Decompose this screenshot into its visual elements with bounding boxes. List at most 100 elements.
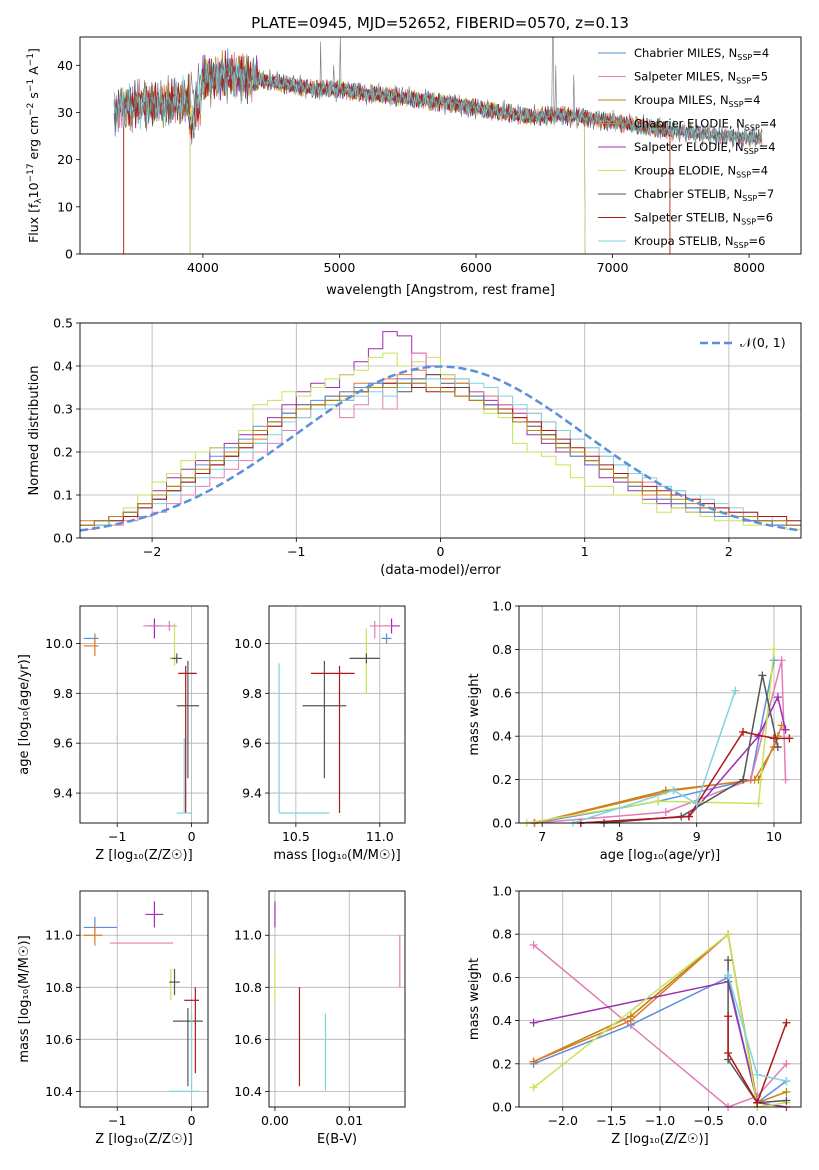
y-tick-label: 9.6 [242,736,262,751]
mass-weight-series-group [529,930,791,1111]
y-axis-label: Normed distribution [27,366,42,496]
x-tick-label: 10.5 [282,829,310,844]
mass-weight-marker [769,734,778,743]
mass-weight-marker [529,941,538,949]
legend-entry: Chabrier ELODIE, NSSP=4 [634,117,777,133]
y-tick-label: 10 [57,199,73,214]
y-tick-label: 11.0 [234,928,262,943]
y-tick-label: 11.0 [45,928,73,943]
y-tick-label: 10.6 [45,1032,73,1047]
y-axis-label: age [log₁₀(age/yr)] [17,654,32,775]
x-axis-label: wavelength [Angstrom, rest frame] [326,283,555,298]
mass-weight-marker [661,808,670,817]
y-tick-label: 9.6 [53,736,73,751]
legend-subscript: SSP [737,53,752,62]
legend-entry: Salpeter MILES, NSSP=5 [634,70,768,86]
y-tick-label: 0.3 [53,402,73,417]
x-tick-label: 0 [188,829,196,844]
mass-weight-marker [724,971,733,980]
x-tick-label: 0 [437,544,445,559]
x-tick-label: −1.5 [596,1113,626,1128]
x-tick-label: 10 [766,829,782,844]
mass-weight-marker [529,1057,538,1066]
y-tick-label: 0.2 [492,1056,512,1071]
mass-weight-marker [724,930,733,939]
axes-frame [79,890,209,1108]
x-tick-label: −1 [108,829,126,844]
mass-vs-metallicity-panel: −1 0 10.4 10.6 10.8 11.0 Z [log₁₀(Z/Z☉)] mass [… [17,890,209,1147]
y-tick-label: 0.2 [53,445,73,460]
y-tick-label: 0.0 [53,531,73,546]
legend-count: =5 [751,70,768,84]
y-tick-label: 0.1 [53,488,73,503]
y-axis-label-part: −1 [26,53,36,66]
y-tick-label: 1.0 [492,599,512,614]
legend-count: =4 [752,46,769,60]
y-tick-label: 30 [57,105,73,120]
y-tick-label: 0 [65,247,73,262]
y-tick-label: 0.8 [492,927,512,942]
x-tick-label: −0.5 [693,1113,723,1128]
x-tick-label: −1 [108,1113,126,1128]
y-tick-label: 9.4 [242,786,262,801]
mass-weight-line [533,932,787,1108]
mass-weight-marker [731,686,740,695]
legend-subscript: SSP [741,218,756,227]
legend-subscript: SSP [745,124,760,133]
y-tick-label: 10.6 [234,1032,262,1047]
figure-title: PLATE=0945, MJD=52652, FIBERID=0570, z=0… [251,14,629,32]
legend-entry: Kroupa MILES, NSSP=4 [634,93,760,109]
y-axis-label-part: A [26,66,41,79]
x-axis-label: age [log₁₀(age/yr)] [600,848,721,863]
mass-weight-line [727,1016,788,1105]
mass-weight-marker [782,1018,791,1027]
legend-label: Chabrier ELODIE, N [634,117,745,131]
errorbar-group [274,901,401,1092]
axes-frame [79,605,209,824]
mass-weight-marker [785,734,794,743]
normal-distribution-curve [80,365,801,532]
residual-histogram-panel: −2 −1 0 1 2 0.0 0.1 0.2 0.3 0.4 0.5 (data-model)/er… [27,316,802,578]
mass-weight-marker [754,799,763,808]
x-tick-label: 0.00 [261,1113,289,1128]
legend-label: Salpeter ELODIE, N [634,140,744,154]
x-tick-label: 7000 [597,260,629,275]
mass-weight-marker [769,656,778,665]
y-tick-label: 10.0 [45,636,73,651]
y-axis-label-part: erg cm [26,116,41,164]
x-axis-label: E(B-V) [317,1132,357,1147]
y-tick-label: 9.8 [53,686,73,701]
legend-subscript: SSP [736,77,751,86]
y-tick-label: 0.0 [492,1100,512,1115]
mass-weight-marker [724,1012,733,1021]
y-tick-label: 0.4 [53,359,73,374]
mass-weight-marker [781,725,790,734]
x-tick-label: −2 [143,544,161,559]
legend-label: Chabrier MILES, N [634,46,737,60]
mass-weight-marker [782,1096,791,1105]
legend-label: Kroupa STELIB, N [634,234,734,248]
legend-subscript: SSP [729,100,744,109]
axes-frame [79,322,802,539]
errorbar-group [83,618,200,814]
mass-weight-marker [739,775,748,784]
axes-frame [518,890,802,1108]
x-axis-label: (data-model)/error [380,563,501,578]
mass-weight-vs-age-panel: 7 8 9 10 0.0 0.2 0.4 0.6 0.8 1.0 age [log₁₀(age/yr… [467,599,802,863]
x-axis-label: Z [log₁₀(Z/Z☉)] [95,848,192,863]
x-tick-label: 5000 [324,260,356,275]
y-tick-label: 0.2 [492,772,512,787]
spectrum-lines [113,37,763,254]
mass-weight-marker [753,1098,762,1107]
x-tick-label: 8000 [733,260,765,275]
mass-weight-line [572,690,737,824]
y-axis-label: mass [log₁₀(M/M☉)] [17,935,32,1062]
x-axis-label: Z [log₁₀(Z/Z☉)] [95,1132,192,1147]
mass-weight-marker [773,693,782,702]
legend-entry: Chabrier MILES, NSSP=4 [634,46,769,62]
legend-entry: Salpeter STELIB, NSSP=6 [634,211,773,227]
y-axis-label: mass weight [467,673,482,755]
histogram-series-group [80,331,801,532]
mass-weight-marker [684,812,693,821]
